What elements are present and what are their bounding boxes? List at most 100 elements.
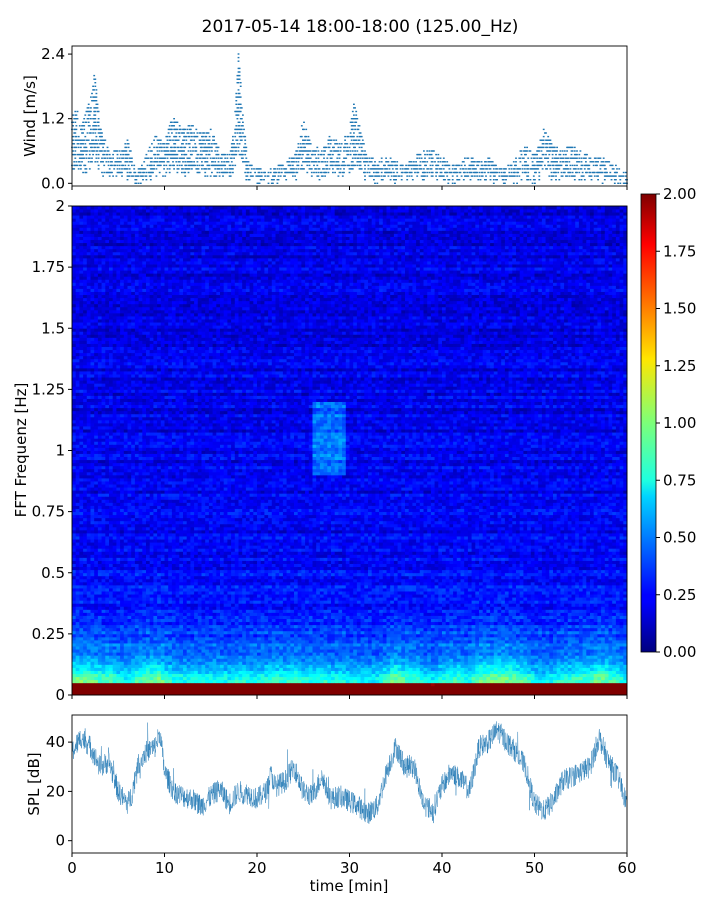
spectrogram-cell [86, 462, 91, 467]
spectrogram-cell [97, 416, 102, 421]
spectrogram-cell [112, 267, 117, 271]
spectrogram-cell [127, 465, 132, 470]
spectrogram-cell [83, 539, 88, 543]
spectrogram-cell [79, 230, 84, 234]
spectrogram-cell [97, 419, 102, 424]
wind-point [87, 125, 90, 127]
wind-point [259, 175, 262, 177]
wind-point [157, 143, 160, 145]
wind-point [539, 146, 542, 149]
wind-point [516, 171, 518, 174]
spectrogram-cell [123, 426, 128, 430]
spectrogram-cell [123, 221, 128, 225]
spectrogram-cell [120, 374, 125, 378]
spectrogram-cell [90, 588, 95, 592]
wind-point [516, 168, 518, 170]
wind-point [552, 175, 555, 177]
spectrogram-cell [72, 548, 77, 552]
spectrogram-cell [72, 364, 77, 369]
wind-point [93, 143, 96, 145]
wind-point [509, 164, 512, 167]
wind-point [300, 157, 303, 159]
spectrogram-cell [123, 438, 128, 442]
spectrogram-cell [90, 517, 95, 522]
wind-point [562, 161, 565, 163]
spectrogram-cell [123, 548, 128, 552]
spectrogram-cell [101, 404, 106, 409]
wind-point [189, 153, 192, 156]
wind-point [235, 96, 238, 98]
wind-point [573, 175, 576, 177]
spectrogram-cell [109, 584, 114, 589]
wind-point [612, 175, 615, 177]
spectrogram-cell [112, 523, 117, 528]
spectrogram-cell [127, 398, 132, 402]
wind-point [549, 164, 552, 167]
wind-point [451, 182, 454, 184]
spectrogram-cell [109, 297, 114, 302]
spectrogram-cell [90, 578, 95, 583]
spectrogram-cell [94, 575, 99, 580]
wind-point [521, 168, 524, 170]
wind-point [570, 175, 573, 177]
spectrogram-cell [94, 447, 99, 451]
spectrogram-cell [94, 209, 99, 213]
spectrogram-cell [112, 563, 117, 568]
spectrogram-cell [123, 600, 128, 604]
wind-point [347, 164, 350, 167]
wind-point [166, 150, 169, 152]
spectrogram-cell [123, 581, 128, 586]
spectrogram-cell [120, 212, 125, 216]
wind-point [556, 164, 558, 167]
wind-point [239, 132, 242, 134]
wind-point [215, 157, 218, 159]
spectrogram-cell [97, 453, 102, 458]
wind-point [106, 146, 109, 149]
spectrogram-cell [72, 236, 77, 241]
spectrogram-cell [116, 309, 121, 314]
wind-point [93, 121, 96, 123]
spectrogram-cell [105, 261, 110, 265]
spectrogram-cell [123, 282, 128, 286]
spectrogram-cell [94, 618, 99, 623]
spectrogram-cell [116, 248, 121, 253]
spectrogram-cell [109, 337, 114, 341]
wind-point [283, 168, 285, 170]
spectrogram-cell [90, 643, 95, 647]
spectrogram-cell [83, 319, 88, 323]
wind-point [536, 164, 538, 167]
spectrogram-cell [116, 603, 121, 607]
spectrogram-cell [75, 251, 80, 256]
spectrogram-cell [109, 386, 114, 390]
wind-point [426, 168, 429, 170]
wind-point [488, 164, 491, 167]
spectrogram-cell [127, 276, 132, 280]
wind-point [480, 161, 483, 163]
spectrogram-cell [120, 383, 125, 387]
spectrogram-cell [112, 655, 117, 659]
wind-point [299, 168, 302, 170]
wind-point [566, 164, 568, 167]
wind-point [576, 161, 578, 163]
wind-point [550, 161, 553, 163]
wind-point [411, 164, 414, 167]
spectrogram-cell [75, 545, 80, 549]
wind-point [365, 157, 368, 159]
wind-point [78, 139, 81, 141]
wind-point [415, 168, 417, 170]
spectrogram-cell [116, 468, 121, 473]
wind-point [525, 153, 527, 156]
spectrogram-cell [123, 257, 128, 262]
wind-point [235, 92, 238, 95]
wind-point [303, 161, 305, 163]
spectrogram-cell [101, 615, 106, 619]
spectrogram-cell [105, 352, 110, 357]
wind-point [219, 157, 222, 159]
spectrogram-cell [112, 426, 117, 430]
spectrogram-cell [116, 328, 121, 332]
wind-point [207, 139, 210, 141]
spectrogram-cell [123, 453, 128, 458]
wind-point [383, 164, 385, 167]
spectrogram-cell [116, 419, 121, 424]
spectrogram-cell [94, 591, 99, 595]
